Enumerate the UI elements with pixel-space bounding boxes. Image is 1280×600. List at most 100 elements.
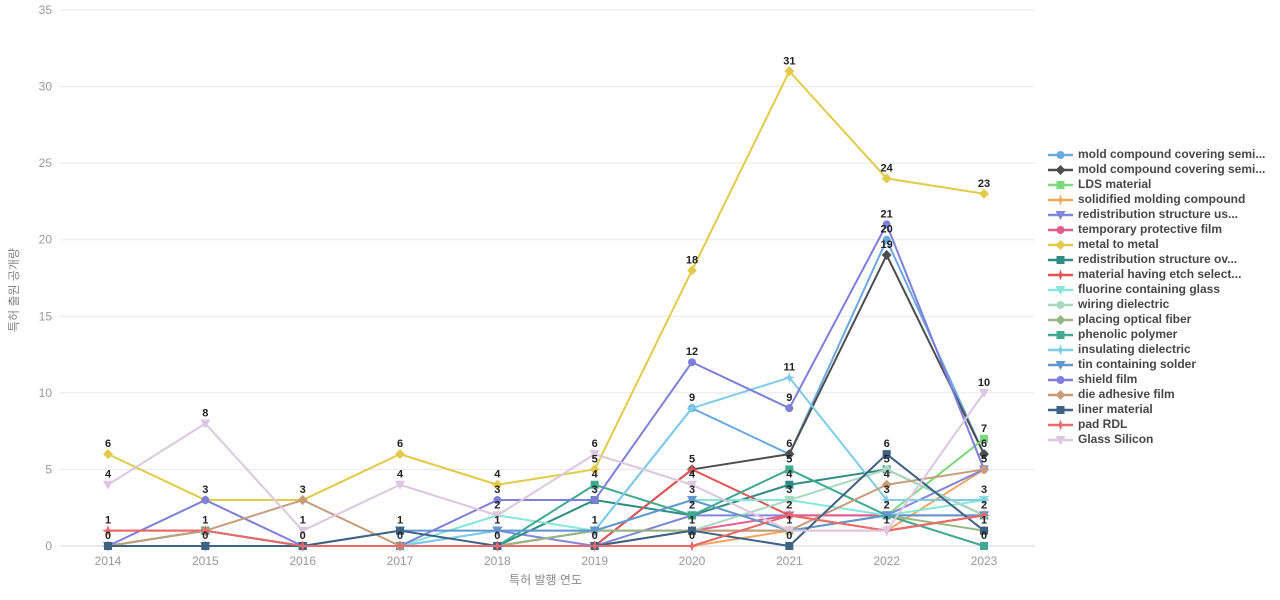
point-label: 0 xyxy=(300,530,306,542)
legend-marker-icon xyxy=(1048,405,1073,414)
point-label: 6 xyxy=(592,438,598,450)
x-tick-label: 2018 xyxy=(484,554,511,568)
legend-item-16[interactable]: die adhesive film xyxy=(1048,387,1265,402)
point-label: 24 xyxy=(881,162,894,174)
legend-label: fluorine containing glass xyxy=(1078,282,1221,296)
point-label: 1 xyxy=(202,515,208,527)
point-label: 9 xyxy=(689,392,695,404)
series-19 xyxy=(103,388,989,536)
legend-item-18[interactable]: pad RDL xyxy=(1048,417,1265,432)
legend-item-6[interactable]: metal to metal xyxy=(1048,237,1265,252)
point-label: 12 xyxy=(686,346,698,358)
legend-marker-icon xyxy=(1048,300,1073,309)
legend-item-14[interactable]: tin containing solder xyxy=(1048,357,1265,372)
legend: mold compound covering semi... mold compo… xyxy=(1048,147,1265,447)
legend-marker-icon xyxy=(1048,150,1073,159)
legend-item-8[interactable]: material having etch select... xyxy=(1048,267,1265,282)
point-label: 0 xyxy=(689,530,695,542)
legend-label: tin containing solder xyxy=(1078,357,1197,371)
legend-marker-icon xyxy=(1048,210,1073,220)
legend-marker-icon xyxy=(1048,360,1073,370)
point-label: 6 xyxy=(105,438,111,450)
series-13 xyxy=(102,372,990,552)
point-label: 4 xyxy=(884,469,891,481)
point-label: 6 xyxy=(397,438,403,450)
y-tick-label: 20 xyxy=(39,233,53,247)
point-label: 4 xyxy=(689,469,696,481)
legend-item-13[interactable]: insulating dielectric xyxy=(1048,342,1265,357)
legend-label: Glass Silicon xyxy=(1078,432,1154,446)
point-label: 2 xyxy=(884,499,890,511)
point-label: 0 xyxy=(397,530,403,542)
point-label: 5 xyxy=(689,453,695,465)
legend-marker-icon xyxy=(1048,389,1073,400)
y-axis-title: 특허 출원 공개량 xyxy=(7,248,21,332)
point-label: 4 xyxy=(786,469,793,481)
legend-label: wiring dielectric xyxy=(1078,297,1170,311)
legend-item-5[interactable]: temporary protective film xyxy=(1048,222,1265,237)
legend-marker-icon xyxy=(1048,194,1073,205)
point-label: 21 xyxy=(881,208,893,220)
point-label: 3 xyxy=(981,484,987,496)
x-tick-label: 2016 xyxy=(289,554,316,568)
y-tick-label: 25 xyxy=(39,156,53,170)
series-9 xyxy=(103,496,989,551)
legend-item-2[interactable]: LDS material xyxy=(1048,177,1265,192)
legend-item-9[interactable]: fluorine containing glass xyxy=(1048,282,1265,297)
legend-item-1[interactable]: mold compound covering semi... xyxy=(1048,162,1265,177)
legend-label: solidified molding compound xyxy=(1078,192,1246,206)
legend-marker-icon xyxy=(1048,375,1073,384)
point-label: 7 xyxy=(981,423,987,435)
legend-label: metal to metal xyxy=(1078,237,1159,251)
legend-item-10[interactable]: wiring dielectric xyxy=(1048,297,1265,312)
x-tick-label: 2022 xyxy=(873,554,900,568)
point-label: 4 xyxy=(397,469,404,481)
point-label: 2 xyxy=(786,499,792,511)
legend-label: mold compound covering semi... xyxy=(1078,147,1266,161)
legend-item-19[interactable]: Glass Silicon xyxy=(1048,432,1265,447)
point-label: 5 xyxy=(786,453,792,465)
legend-item-4[interactable]: redistribution structure us... xyxy=(1048,207,1265,222)
point-label: 3 xyxy=(689,484,695,496)
legend-item-17[interactable]: liner material xyxy=(1048,402,1265,417)
series-7 xyxy=(104,465,988,550)
legend-label: LDS material xyxy=(1078,177,1152,191)
point-label: 1 xyxy=(397,515,403,527)
point-label: 1 xyxy=(884,515,890,527)
point-labels: 0614031803106140142310534695102183124612… xyxy=(105,55,990,542)
legend-label: temporary protective film xyxy=(1078,222,1223,236)
x-tick-label: 2023 xyxy=(971,554,998,568)
point-label: 1 xyxy=(300,515,306,527)
point-label: 4 xyxy=(592,469,599,481)
point-label: 1 xyxy=(786,515,792,527)
legend-label: placing optical fiber xyxy=(1078,312,1192,326)
legend-marker-icon xyxy=(1048,344,1073,355)
point-label: 10 xyxy=(978,377,990,389)
point-label: 8 xyxy=(202,407,208,419)
legend-label: liner material xyxy=(1078,402,1153,416)
legend-item-3[interactable]: solidified molding compound xyxy=(1048,192,1265,207)
point-label: 1 xyxy=(592,515,598,527)
legend-label: pad RDL xyxy=(1078,417,1128,431)
point-label: 18 xyxy=(686,254,698,266)
point-label: 0 xyxy=(981,530,987,542)
point-label: 6 xyxy=(786,438,792,450)
legend-item-0[interactable]: mold compound covering semi... xyxy=(1048,147,1265,162)
legend-item-7[interactable]: redistribution structure ov... xyxy=(1048,252,1265,267)
legend-label: redistribution structure us... xyxy=(1078,207,1239,221)
point-label: 3 xyxy=(786,484,792,496)
point-label: 3 xyxy=(592,484,598,496)
point-label: 2 xyxy=(689,499,695,511)
legend-item-12[interactable]: phenolic polymer xyxy=(1048,327,1265,342)
point-label: 19 xyxy=(881,239,893,251)
point-label: 6 xyxy=(981,438,987,450)
point-label: 5 xyxy=(884,453,890,465)
legend-label: redistribution structure ov... xyxy=(1078,252,1238,266)
point-label: 1 xyxy=(689,515,695,527)
legend-item-15[interactable]: shield film xyxy=(1048,372,1265,387)
point-label: 5 xyxy=(592,453,598,465)
legend-marker-icon xyxy=(1048,239,1073,250)
legend-item-11[interactable]: placing optical fiber xyxy=(1048,312,1265,327)
